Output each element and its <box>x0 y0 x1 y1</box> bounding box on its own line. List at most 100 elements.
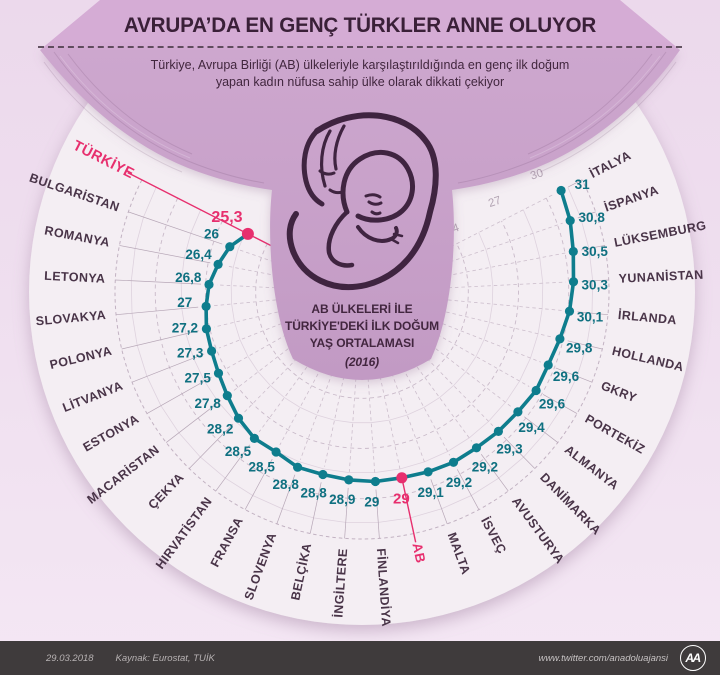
data-point <box>213 368 224 378</box>
country-label: AB <box>409 542 428 565</box>
radial-gridline <box>258 356 315 433</box>
value-label: 29,4 <box>518 420 545 435</box>
data-point <box>207 346 217 356</box>
radial-gridline <box>436 320 541 363</box>
leader-line <box>344 487 349 539</box>
leader-line <box>165 400 222 443</box>
value-label: 27,8 <box>194 396 221 411</box>
mother-eye <box>318 169 336 176</box>
value-label: 29,3 <box>496 441 523 456</box>
baby-eye <box>367 200 383 206</box>
highlight-data-point <box>241 227 254 240</box>
country-label: YUNANİSTAN <box>618 267 704 286</box>
country-label: İNGİLTERE <box>330 548 350 618</box>
data-point <box>565 216 575 226</box>
value-label: 27,5 <box>185 371 212 386</box>
funnel-highlight-lines <box>59 55 661 159</box>
radial-gridline <box>425 340 512 408</box>
data-point <box>568 277 579 287</box>
leader-line <box>276 474 296 524</box>
radial-gridline <box>233 340 299 391</box>
leader-line <box>188 423 234 469</box>
data-point <box>213 259 223 269</box>
radial-gridline <box>279 362 325 446</box>
grid-ring <box>130 186 594 523</box>
footer-bar: 29.03.2018 Kaynak: Eurostat, TUİK www.tw… <box>0 641 720 675</box>
footer-source: Kaynak: Eurostat, TUİK <box>115 652 215 664</box>
value-label: 26 <box>204 227 220 242</box>
data-point <box>556 185 566 196</box>
value-label: 27,2 <box>172 320 198 335</box>
radial-gridline <box>324 370 346 467</box>
data-point <box>564 306 575 316</box>
data-point <box>555 334 565 344</box>
radial-gridline <box>218 320 288 349</box>
value-label: 30,8 <box>579 210 606 225</box>
value-label: 28,5 <box>225 444 252 459</box>
funnel-fold-lines <box>43 51 677 184</box>
highlight-leader-line <box>402 482 417 543</box>
data-point <box>531 385 541 396</box>
value-label: 28,8 <box>300 486 327 501</box>
radial-gridline <box>399 362 451 456</box>
data-point <box>568 246 578 257</box>
footer-url: www.twitter.com/anadoluajansi <box>538 652 668 664</box>
data-point <box>471 443 482 453</box>
mother-hair <box>301 127 325 207</box>
mother-baby-illustration <box>286 112 439 291</box>
value-label: 28,8 <box>273 477 300 492</box>
radial-gridline <box>378 370 401 471</box>
leader-line <box>119 245 211 264</box>
data-point <box>204 279 214 290</box>
grid-ring <box>180 209 544 474</box>
value-label: 26,8 <box>175 270 202 285</box>
radial-gridline <box>389 366 426 465</box>
data-point <box>225 242 235 252</box>
grid-ring <box>230 232 494 424</box>
leader-line <box>116 306 199 316</box>
leader-line <box>567 340 603 350</box>
grid-arc <box>154 197 570 500</box>
data-point <box>201 324 211 334</box>
leader-line <box>581 279 609 282</box>
baby-hand <box>389 232 404 245</box>
data-point <box>493 426 503 436</box>
baby-brow <box>364 193 382 199</box>
country-label: SLOVAKYA <box>35 308 107 328</box>
data-point <box>293 462 303 472</box>
country-label: LETONYA <box>44 269 106 286</box>
data-point <box>318 469 328 480</box>
data-point <box>233 413 244 423</box>
value-label: 30,1 <box>577 310 604 325</box>
envelope-top-flap <box>40 0 680 50</box>
highlight-data-point <box>396 472 408 484</box>
data-point <box>271 447 281 457</box>
radial-gridline <box>441 281 566 289</box>
radial-gridline <box>300 366 335 460</box>
axis-tick-label: 27 <box>487 195 503 210</box>
value-label: 29,2 <box>446 475 472 490</box>
data-point <box>249 433 259 443</box>
value-label: 25,3 <box>211 209 242 226</box>
data-point <box>344 475 354 485</box>
leader-line <box>503 436 536 469</box>
data-point <box>222 391 232 401</box>
value-label: 31 <box>575 177 591 192</box>
value-label: 28,2 <box>207 421 233 436</box>
value-label: 28,5 <box>249 460 276 475</box>
data-point <box>513 407 523 417</box>
data-point <box>448 457 459 467</box>
country-label: FİNLANDİYA <box>374 548 394 627</box>
value-label: 29,1 <box>417 485 444 500</box>
leader-line <box>480 454 509 492</box>
radial-gridline <box>417 348 494 426</box>
leader-line <box>577 211 596 219</box>
value-label: 26,4 <box>185 247 212 262</box>
data-point <box>370 476 380 487</box>
radial-gridline <box>441 298 562 311</box>
country-label: İRLANDA <box>617 307 677 327</box>
radial-gridline <box>440 252 566 278</box>
anadolu-agency-logo: AA <box>680 645 706 671</box>
